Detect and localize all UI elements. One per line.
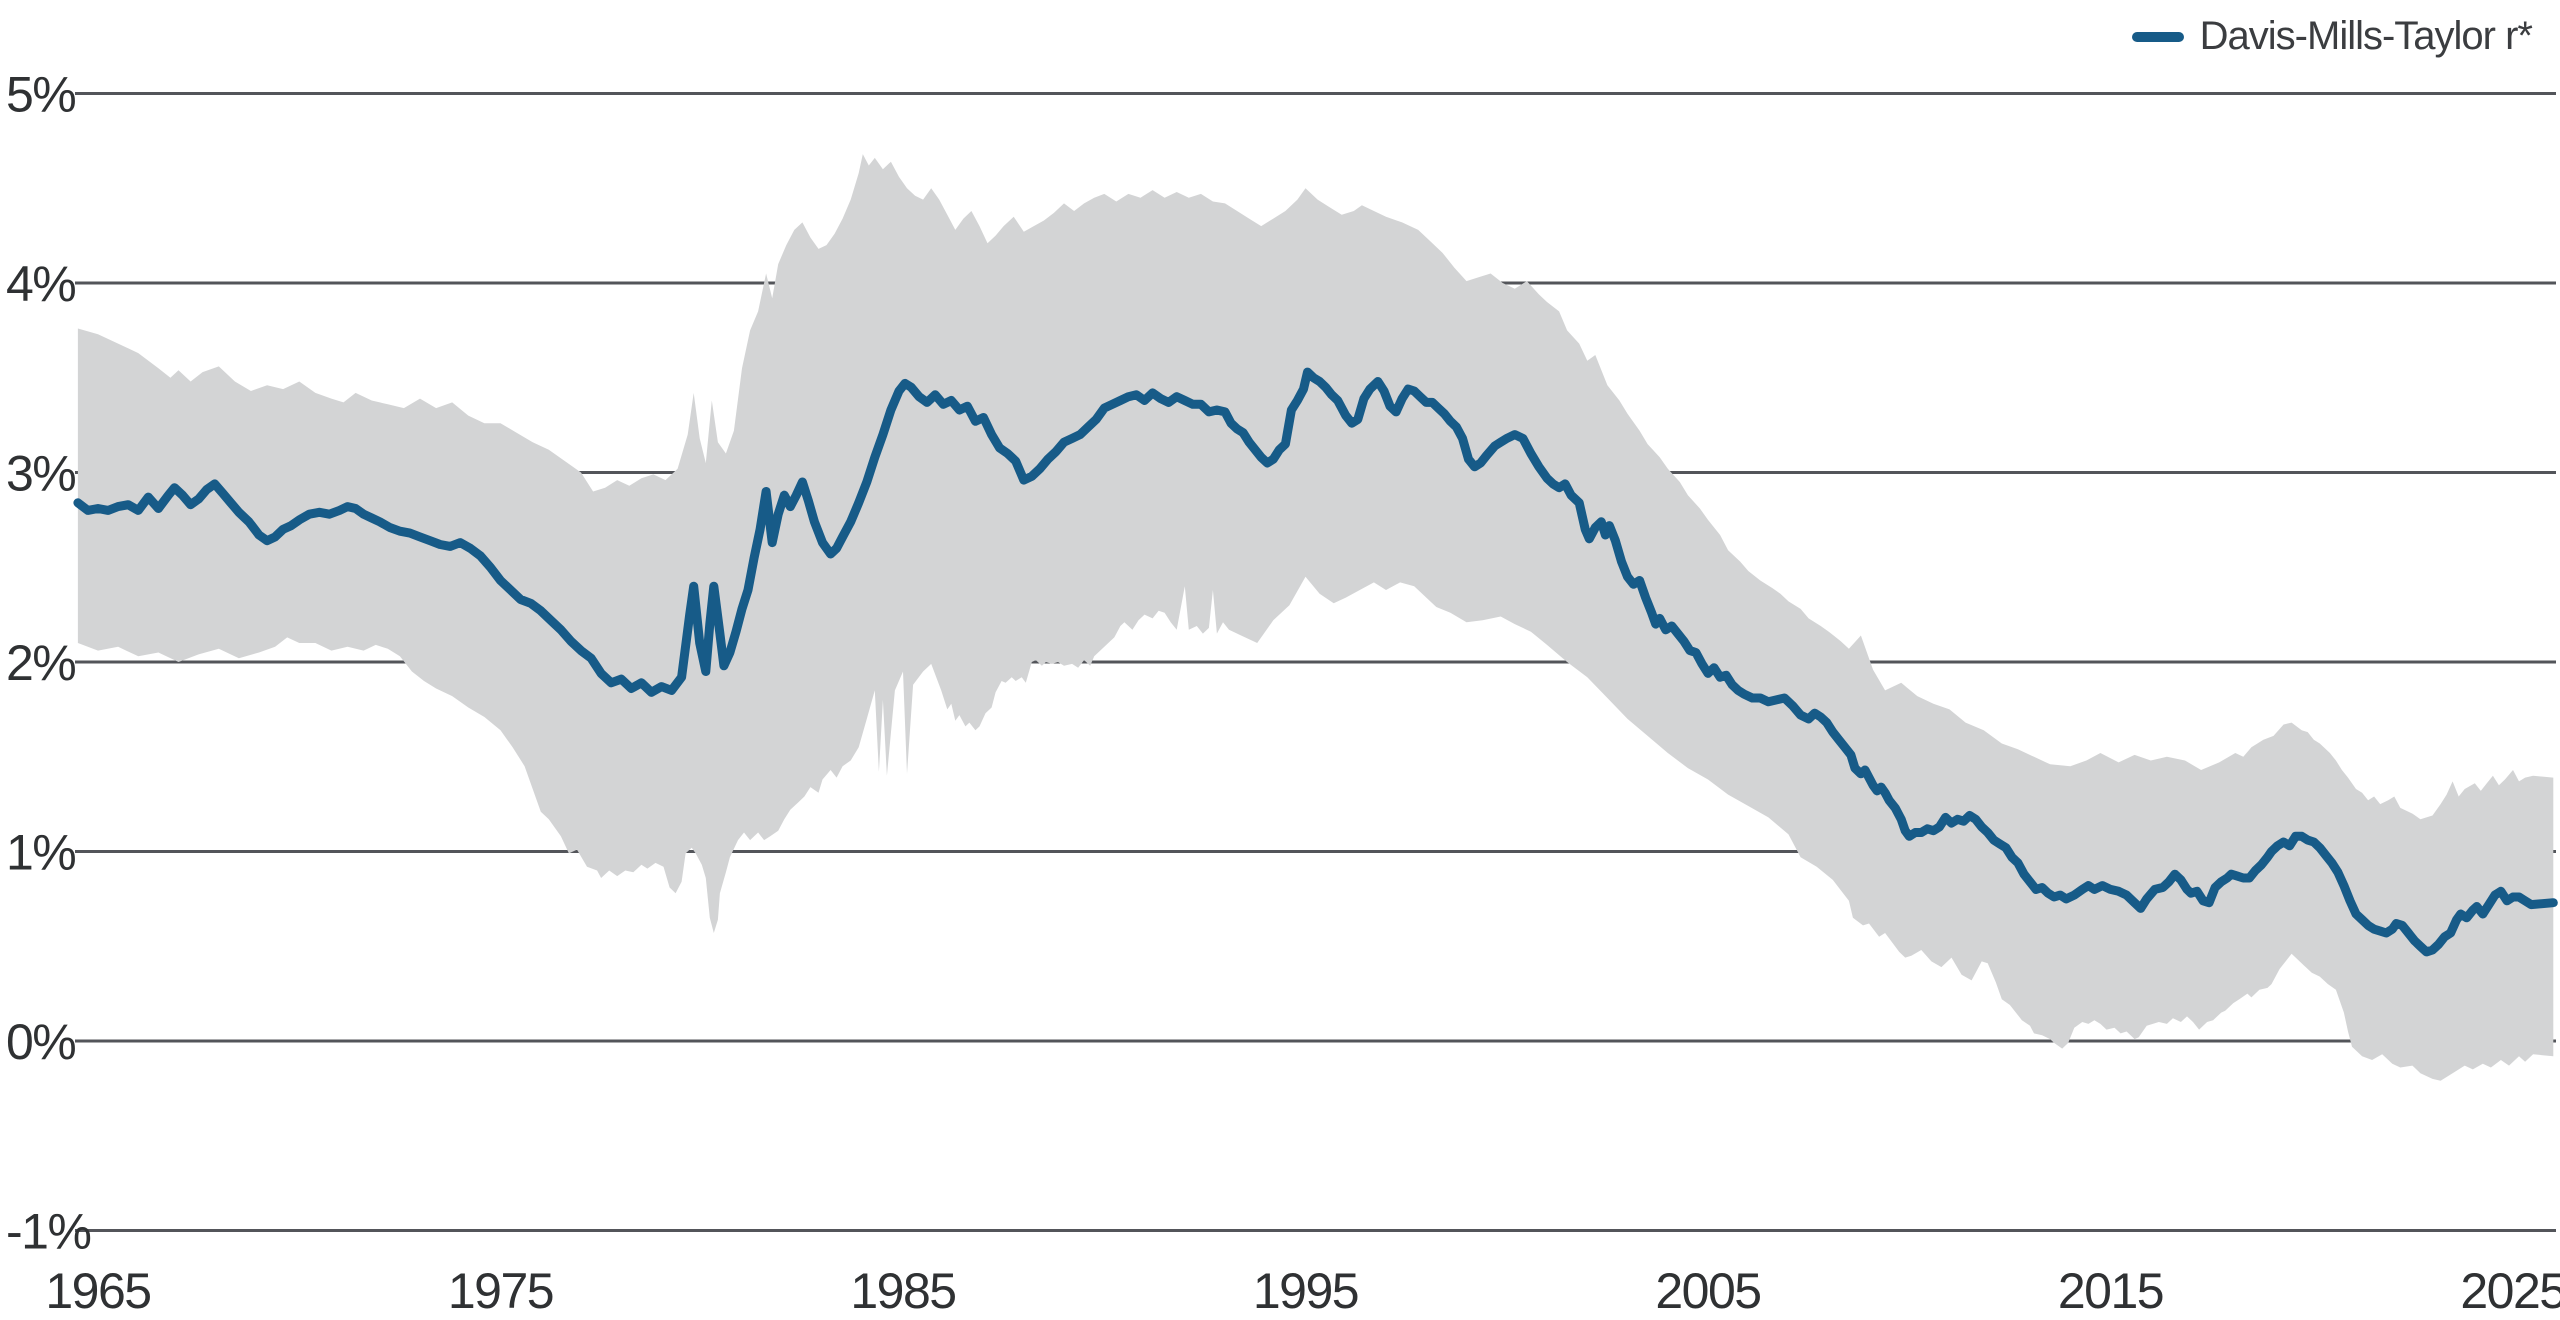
- y-tick-label-2%: 2%: [6, 635, 75, 691]
- y-tick-label-5%: 5%: [6, 67, 75, 123]
- y-tick-label-1%: 1%: [6, 825, 75, 881]
- x-tick-label-2015: 2015: [2058, 1263, 2163, 1319]
- confidence-band: [77, 154, 2554, 1081]
- x-tick-label-2025: 2025: [2460, 1263, 2560, 1319]
- rstar-line: [73, 367, 2558, 957]
- x-tick-label-1995: 1995: [1253, 1263, 1358, 1319]
- x-tick-label-1965: 1965: [45, 1263, 150, 1319]
- legend: Davis-Mills-Taylor r*: [2131, 14, 2533, 59]
- legend-label: Davis-Mills-Taylor r*: [2199, 14, 2533, 58]
- y-tick-label-4%: 4%: [6, 256, 75, 312]
- y-tick-label-0%: 0%: [6, 1014, 75, 1070]
- x-tick-label-2005: 2005: [1655, 1263, 1760, 1319]
- x-tick-label-1985: 1985: [850, 1263, 955, 1319]
- y-tick-label--1%: -1%: [6, 1204, 90, 1260]
- legend-line-swatch: [2131, 31, 2184, 42]
- y-tick-label-3%: 3%: [6, 446, 75, 502]
- x-tick-label-1975: 1975: [448, 1263, 553, 1319]
